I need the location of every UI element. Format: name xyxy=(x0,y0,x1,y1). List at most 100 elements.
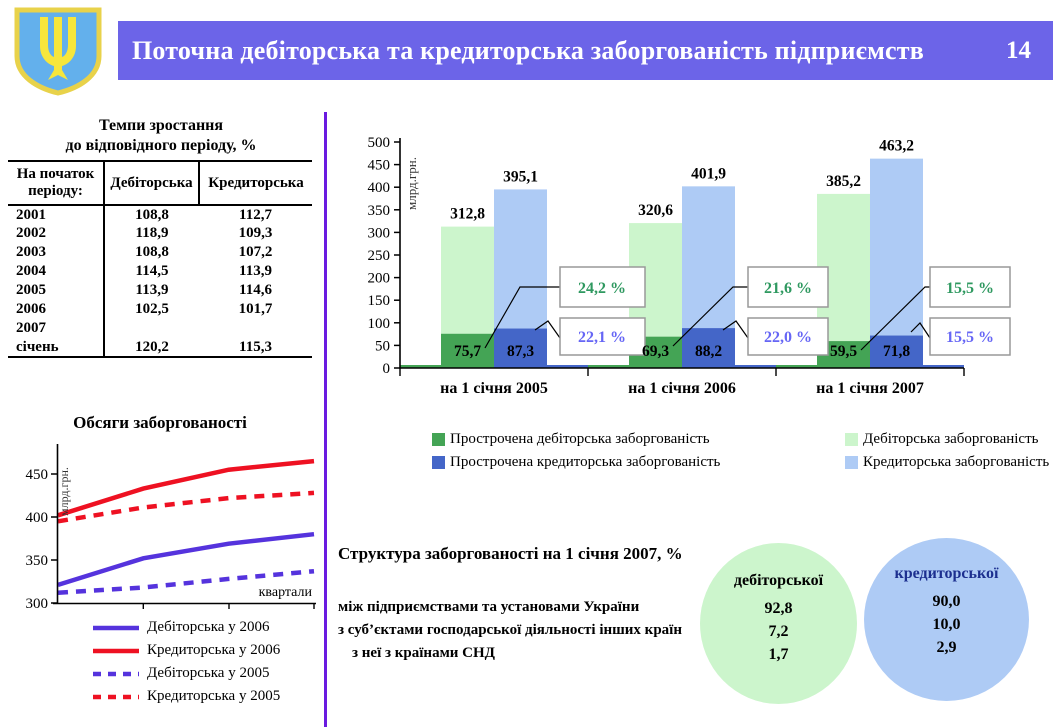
bar-chart-yticks-group: 0 50 100 150 200 250 300 350 400 450 500 xyxy=(368,135,400,377)
credit-value-ukraine: 90,0 xyxy=(932,593,961,610)
baseline-strip-green xyxy=(588,365,629,368)
y-tick-label: 400 xyxy=(368,180,391,196)
legend-label: Кредиторська у 2006 xyxy=(147,642,281,658)
period-cell: 2001 xyxy=(8,205,105,224)
structure-row-cis: з неї з країнами СНД xyxy=(352,645,495,661)
callout-box xyxy=(929,317,1011,356)
callout-box xyxy=(929,266,1011,308)
growth-table-title-line2: до відповідного періоду, % xyxy=(65,137,257,154)
bar-chart-callouts: 24,2 % 22,1 % 21,6 % 22,0 % 15,5 % 15,5 … xyxy=(559,266,1011,356)
credit-value-cis: 2,9 xyxy=(936,639,957,656)
y-tick-label: 350 xyxy=(26,553,49,569)
callout-box xyxy=(747,317,829,356)
debit-value-foreign: 7,2 xyxy=(768,623,789,640)
y-axis-label: млрд.грн. xyxy=(404,157,419,210)
category-label: на 1 січня 2007 xyxy=(816,380,924,397)
bar-value-label: 395,1 xyxy=(503,168,538,185)
column-header-period: На початок періоду: xyxy=(8,161,105,205)
category-label: на 1 січня 2005 xyxy=(440,380,548,397)
legend-item: Кредиторська у 2005 xyxy=(92,685,280,708)
panel-divider xyxy=(324,112,327,727)
table-row: 2006 102,5 101,7 xyxy=(8,300,312,319)
column-header-debit: Дебіторська xyxy=(104,161,200,205)
table-row: 2003 108,8 107,2 xyxy=(8,243,312,262)
page-number: 14 xyxy=(1006,36,1031,64)
credit-circle-label: кредиторської xyxy=(894,565,999,582)
debit-cell: 108,8 xyxy=(135,206,169,223)
legend-label: Дебіторська у 2006 xyxy=(147,619,270,635)
y-tick-label: 400 xyxy=(26,510,49,526)
debit-cell: 108,8 xyxy=(135,244,169,260)
y-axis-label: млрд.грн. xyxy=(57,467,71,516)
bar-overdue-credit xyxy=(494,328,547,368)
structure-row-ukraine: між підприємствами та установами України xyxy=(338,599,640,615)
legend-item: Прострочена дебіторська заборгованість xyxy=(432,428,845,450)
column-header-credit: Кредиторська xyxy=(208,174,304,191)
legend-label: Кредиторська у 2005 xyxy=(147,688,281,704)
table-row: 2004 114,5 113,9 xyxy=(8,262,312,281)
debit-cell: 113,9 xyxy=(135,282,169,298)
debit-value-ukraine: 92,8 xyxy=(764,600,793,617)
period-cell: січень xyxy=(8,338,105,357)
callout-connector xyxy=(722,320,749,339)
callout-debit-share: 15,5 % xyxy=(946,280,994,297)
bar-value-label: 463,2 xyxy=(879,138,914,155)
bar-value-label: 401,9 xyxy=(691,165,726,182)
bar-value-label: 312,8 xyxy=(450,206,485,223)
bar-chart-connectors xyxy=(484,286,931,351)
debit-cell: 120,2 xyxy=(135,338,169,355)
bar-overdue-label: 71,8 xyxy=(883,343,910,360)
legend-item: Дебіторська у 2006 xyxy=(92,616,280,639)
line-series-2 xyxy=(57,568,315,595)
growth-table-header-row: На початок періоду: Дебіторська Кредитор… xyxy=(8,161,312,205)
bar-overdue-label: 69,3 xyxy=(642,343,669,360)
bar-chart-bars-group xyxy=(400,158,964,368)
credit-cell: 114,6 xyxy=(239,282,272,298)
line-chart: 300 350 400 450 млрд.грн. квартали xyxy=(26,444,316,612)
legend-item: Дебіторська заборгованість xyxy=(845,428,1049,450)
bar-overdue-credit xyxy=(682,328,735,368)
bar-overdue-debit xyxy=(441,333,494,368)
x-axis-label: квартали xyxy=(259,585,313,600)
credit-cell: 109,3 xyxy=(238,225,273,241)
y-tick-label: 200 xyxy=(368,271,391,287)
legend-label: Кредиторська заборгованість xyxy=(863,453,1050,470)
legend-item: Кредиторська у 2006 xyxy=(92,639,280,662)
y-tick-label: 50 xyxy=(375,338,390,354)
bar-value-label: 385,2 xyxy=(826,173,861,190)
y-tick-label: 0 xyxy=(383,361,391,377)
table-row: січень 120,2 115,3 xyxy=(8,338,312,357)
y-tick-label: 500 xyxy=(368,135,391,151)
callout-credit-share: 22,0 % xyxy=(764,329,812,346)
y-tick-label: 150 xyxy=(368,293,391,309)
table-row: 2001 108,8 112,7 xyxy=(8,205,312,224)
legend-item: Кредиторська заборгованість xyxy=(845,451,1049,473)
title-bar: Поточна дебіторська та кредиторська забо… xyxy=(118,21,1053,80)
period-cell: 2003 xyxy=(8,243,105,262)
period-cell: 2005 xyxy=(8,281,105,300)
debit-structure-circle: дебіторської 92,8 7,2 1,7 xyxy=(700,543,857,704)
bar-chart: 24,2 % 22,1 % 21,6 % 22,0 % 15,5 % 15,5 … xyxy=(368,135,1011,397)
structure-row-foreign: з суб’єктами господарської діяльності ін… xyxy=(338,622,682,638)
credit-cell: 115,3 xyxy=(239,338,272,355)
callout-box xyxy=(747,266,829,308)
callout-connector xyxy=(910,322,931,339)
callout-connector xyxy=(672,286,748,347)
line-series-3 xyxy=(57,490,315,524)
line-chart-legend: Дебіторська у 2006 Кредиторська у 2006 Д… xyxy=(92,616,280,708)
y-tick-label: 450 xyxy=(26,467,49,483)
debit-cell: 102,5 xyxy=(135,301,169,317)
baseline-strip-blue xyxy=(735,365,776,368)
period-cell: 2007 xyxy=(8,319,105,338)
bar-overdue-label: 59,5 xyxy=(830,343,857,360)
period-cell: 2004 xyxy=(8,262,105,281)
growth-table-title: Темпи зростання до відповідного періоду,… xyxy=(10,116,312,156)
bar-overdue-credit xyxy=(870,335,923,368)
baseline-strip-green xyxy=(400,365,441,368)
baseline-strip-blue xyxy=(547,365,588,368)
legend-label: Дебіторська у 2005 xyxy=(147,665,270,681)
trident-icon xyxy=(40,17,76,80)
bar-overdue-label: 87,3 xyxy=(507,343,534,360)
callout-debit-share: 24,2 % xyxy=(578,280,626,297)
y-tick-label: 250 xyxy=(368,248,391,264)
